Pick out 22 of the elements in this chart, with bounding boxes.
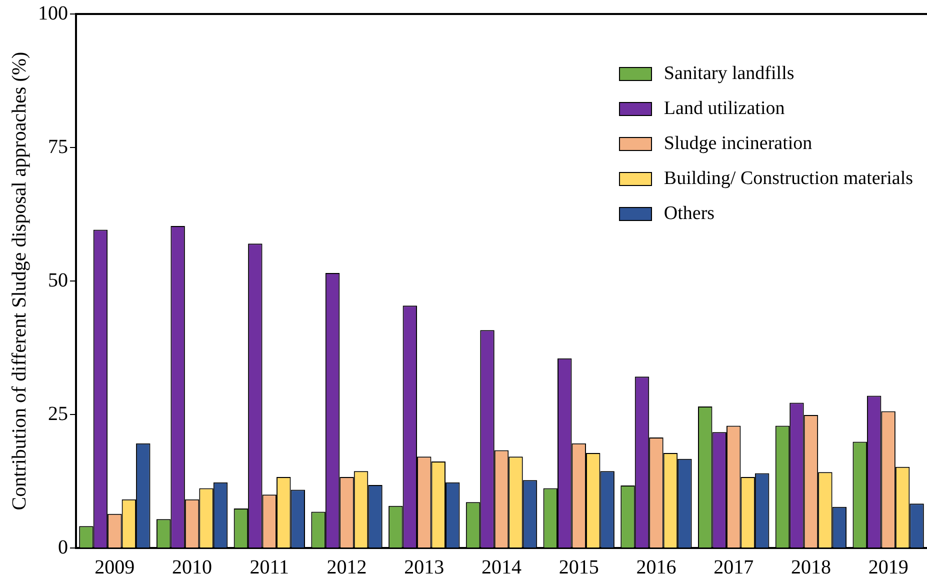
x-tick-label: 2016 — [636, 556, 676, 578]
x-tick-label: 2009 — [94, 556, 135, 578]
x-tick-label: 2017 — [714, 556, 754, 578]
x-tick-label: 2018 — [790, 556, 831, 578]
x-tick-label: 2015 — [558, 556, 599, 578]
x-tick-label: 2014 — [482, 556, 522, 578]
x-tick-label: 2010 — [172, 556, 212, 578]
legend-label: Land utilization — [664, 98, 785, 120]
y-tick-label: 75 — [48, 136, 68, 158]
y-axis-title: Contribution of different Sludge disposal approaches (%) — [8, 52, 30, 510]
legend-label: Others — [664, 202, 715, 224]
x-tick-label: 2011 — [250, 556, 290, 578]
x-tick-label: 2013 — [404, 556, 444, 578]
legend-label: Sludge incineration — [664, 132, 812, 154]
y-tick-label: 0 — [58, 536, 68, 558]
x-tick-label: 2019 — [868, 556, 908, 578]
y-tick-label: 100 — [38, 2, 68, 24]
legend-label: Sanitary landfills — [664, 62, 794, 84]
x-tick-label: 2012 — [326, 556, 367, 578]
y-tick-label: 50 — [48, 269, 68, 292]
legend-label: Building/ Construction materials — [664, 168, 913, 190]
y-tick-label: 25 — [48, 402, 68, 425]
